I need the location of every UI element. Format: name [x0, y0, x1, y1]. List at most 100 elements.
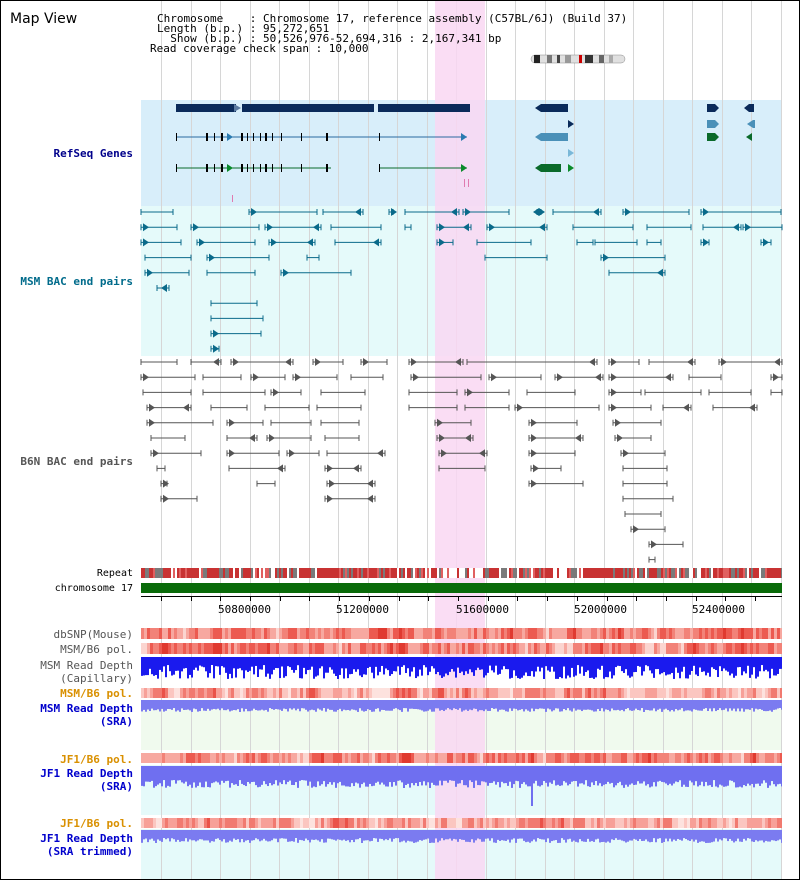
- bac-end-pair[interactable]: [226, 434, 258, 442]
- bac-end-pair[interactable]: [226, 418, 264, 427]
- bac-end-pair[interactable]: [228, 464, 286, 473]
- bac-end-pair[interactable]: [486, 223, 548, 232]
- bac-end-pair[interactable]: [554, 373, 604, 382]
- bac-end-pair[interactable]: [140, 373, 196, 382]
- bac-end-pair[interactable]: [464, 404, 510, 411]
- bac-end-pair[interactable]: [760, 238, 772, 247]
- bac-end-pair[interactable]: [404, 208, 460, 216]
- jf1-b6-pol-heat-strip[interactable]: [141, 753, 782, 763]
- bac-end-pair[interactable]: [326, 449, 386, 458]
- bac-end-pair[interactable]: [528, 418, 578, 427]
- bac-end-pair[interactable]: [408, 404, 458, 411]
- bac-end-pair[interactable]: [462, 208, 510, 216]
- msm-b6-pol-heat-strip[interactable]: [141, 643, 782, 654]
- jf1-trimmed-depth-plot[interactable]: [141, 830, 782, 850]
- bac-end-pair[interactable]: [140, 223, 178, 232]
- bac-end-pair[interactable]: [150, 435, 186, 441]
- bac-end-pair[interactable]: [464, 388, 510, 397]
- bac-end-pair[interactable]: [528, 434, 584, 442]
- bac-end-pair[interactable]: [264, 223, 322, 232]
- bac-end-pair[interactable]: [612, 418, 662, 427]
- bac-end-pair[interactable]: [230, 358, 294, 366]
- bac-end-pair[interactable]: [770, 373, 783, 382]
- bac-end-pair[interactable]: [600, 253, 666, 262]
- bac-end-pair[interactable]: [140, 209, 174, 215]
- jf1-b6-pol-trimmed-heat-strip[interactable]: [141, 818, 782, 828]
- bac-end-pair[interactable]: [388, 208, 397, 216]
- bac-end-pair[interactable]: [268, 238, 316, 247]
- bac-end-pair[interactable]: [150, 449, 202, 458]
- bac-end-pair[interactable]: [742, 223, 783, 232]
- chromosome-bar[interactable]: [141, 583, 782, 593]
- bac-end-pair[interactable]: [648, 540, 684, 549]
- bac-end-pair[interactable]: [608, 268, 666, 277]
- bac-end-pair[interactable]: [196, 238, 256, 247]
- bac-end-pair[interactable]: [528, 479, 584, 488]
- bac-end-pair[interactable]: [630, 525, 666, 534]
- bac-end-pair[interactable]: [552, 208, 602, 216]
- bac-end-pair[interactable]: [708, 389, 752, 396]
- bac-end-pair[interactable]: [438, 449, 488, 458]
- bac-end-pair[interactable]: [712, 403, 758, 412]
- bac-end-pair[interactable]: [264, 404, 310, 411]
- msm-b6-pol-sra-heat-strip[interactable]: [141, 688, 782, 698]
- bac-end-pair[interactable]: [286, 449, 320, 458]
- bac-end-pair[interactable]: [408, 358, 464, 366]
- bac-end-pair[interactable]: [436, 238, 454, 247]
- bac-end-pair[interactable]: [436, 223, 472, 232]
- bac-end-pair[interactable]: [190, 223, 260, 232]
- bac-end-pair[interactable]: [330, 224, 382, 231]
- bac-end-pair[interactable]: [700, 238, 710, 247]
- bac-end-pair[interactable]: [144, 254, 192, 261]
- bac-end-pair[interactable]: [526, 389, 576, 396]
- bac-end-pair[interactable]: [156, 465, 166, 472]
- bac-end-pair[interactable]: [316, 404, 362, 411]
- bac-end-pair[interactable]: [312, 358, 344, 366]
- repeat-track[interactable]: [141, 568, 782, 578]
- bac-end-pair[interactable]: [488, 373, 542, 382]
- msm-capillary-depth-plot[interactable]: [141, 657, 782, 685]
- bac-end-pair[interactable]: [434, 418, 472, 427]
- bac-end-pair[interactable]: [322, 208, 364, 216]
- bac-end-pair[interactable]: [250, 373, 286, 382]
- refseq-genes-track[interactable]: [1, 1, 800, 211]
- bac-end-pair[interactable]: [624, 511, 662, 517]
- bac-end-pair[interactable]: [572, 224, 634, 231]
- bac-end-pair[interactable]: [210, 315, 264, 322]
- bac-end-pair[interactable]: [226, 449, 280, 458]
- bac-end-pair[interactable]: [202, 374, 242, 381]
- bac-end-pair[interactable]: [360, 358, 388, 366]
- bac-end-pair[interactable]: [646, 224, 692, 231]
- bac-end-pair[interactable]: [688, 374, 722, 381]
- bac-end-pair[interactable]: [594, 239, 638, 246]
- bac-end-pair[interactable]: [528, 449, 576, 458]
- bac-end-pair[interactable]: [326, 479, 376, 488]
- bac-end-pair[interactable]: [324, 494, 376, 503]
- bac-end-pair[interactable]: [320, 389, 366, 396]
- bac-end-pair[interactable]: [320, 419, 360, 426]
- bac-end-pair[interactable]: [160, 494, 198, 503]
- bac-end-pair[interactable]: [270, 419, 312, 426]
- bac-end-pair[interactable]: [702, 223, 742, 232]
- bac-end-pair[interactable]: [146, 418, 214, 427]
- bac-end-pair[interactable]: [622, 465, 668, 472]
- bac-end-pair[interactable]: [350, 374, 384, 381]
- bac-end-pair[interactable]: [718, 358, 783, 366]
- bac-end-pair[interactable]: [324, 435, 360, 441]
- bac-end-pair[interactable]: [622, 480, 668, 487]
- bac-end-pair[interactable]: [648, 358, 696, 366]
- bac-end-pair[interactable]: [306, 254, 320, 261]
- bac-end-pair[interactable]: [210, 329, 262, 338]
- bac-end-pair[interactable]: [248, 208, 318, 216]
- bac-end-pair[interactable]: [146, 403, 192, 412]
- bac-end-pair[interactable]: [608, 403, 652, 412]
- bac-end-pair[interactable]: [484, 254, 548, 261]
- bac-end-pair[interactable]: [608, 388, 642, 397]
- b6n-bac-end-pairs-track[interactable]: [1, 1, 800, 571]
- bac-end-pair[interactable]: [614, 434, 652, 442]
- bac-end-pair[interactable]: [334, 238, 382, 247]
- bac-end-pair[interactable]: [530, 464, 562, 473]
- bac-end-pair[interactable]: [142, 389, 192, 396]
- dbsnp-heat-strip[interactable]: [141, 628, 782, 639]
- bac-end-pair[interactable]: [408, 389, 458, 396]
